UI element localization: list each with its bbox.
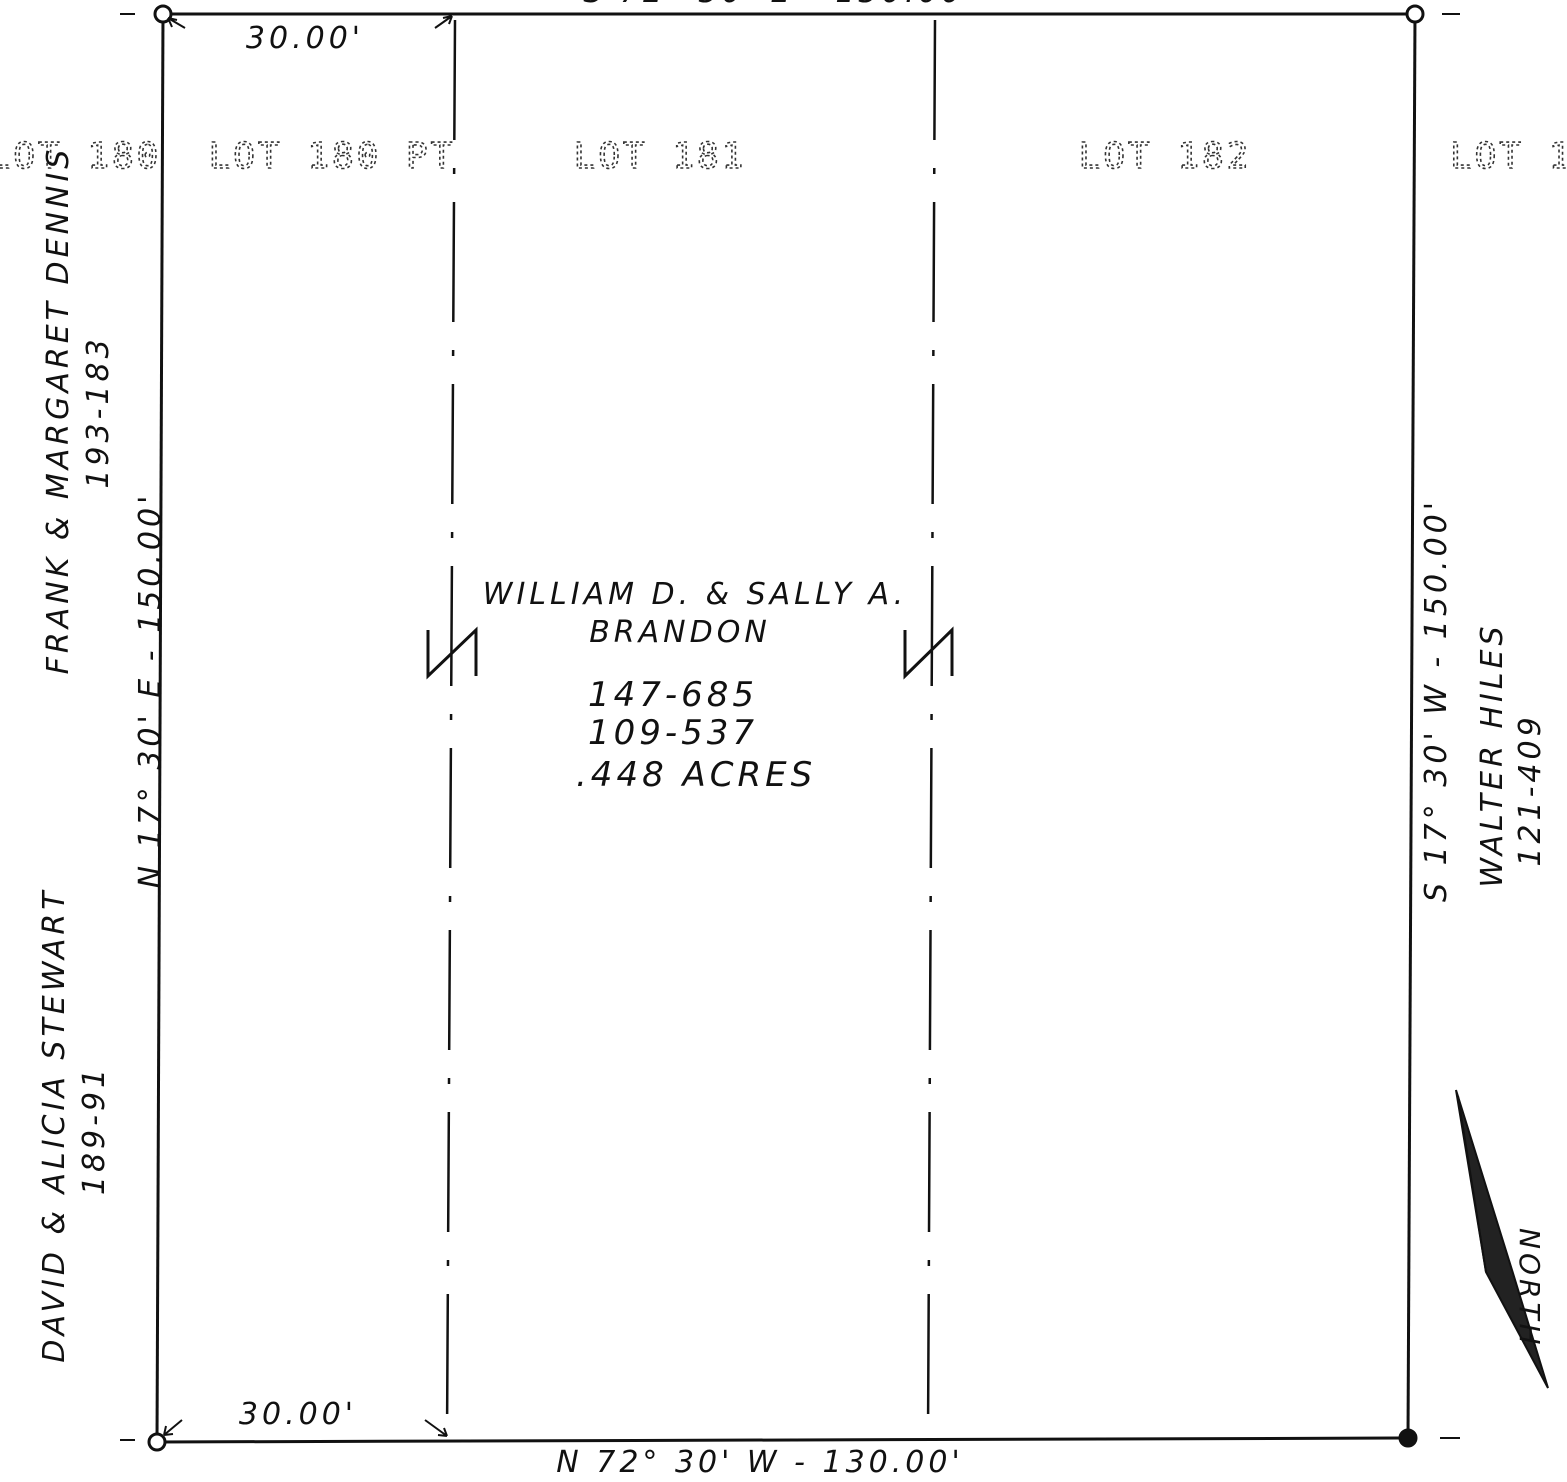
lot-line-180-181: [445, 19, 457, 1439]
adjoiner-sw-deed-ref: 189-91: [77, 1065, 112, 1195]
north-arrow-label: NORTH: [1513, 1228, 1546, 1349]
lot-label-183-partial: LOT 18: [1450, 136, 1567, 177]
break-symbol-left: [426, 626, 478, 680]
bottom-boundary-call: N 72° 30' W - 130.00': [556, 1445, 963, 1480]
owner-name-line1: WILLIAM D. & SALLY A.: [483, 577, 907, 612]
right-boundary-call: S 17° 30' W - 150.00': [1419, 498, 1454, 902]
west-boundary: [155, 13, 165, 1443]
left-boundary-call: N 17° 30' E - 150.00': [133, 492, 168, 889]
adjoiner-east-deed-ref: 121-409: [1513, 713, 1548, 866]
parcel-area: .448 ACRES: [576, 755, 816, 795]
north-arrow-icon: [1455, 1089, 1549, 1389]
east-boundary: [1406, 13, 1417, 1439]
lot-label-180-pt: LOT 180 PT: [209, 136, 456, 177]
bottom-offset-arrow-left: [163, 1419, 183, 1436]
corner-pin-se: [1398, 1428, 1418, 1448]
bottom-offset-distance: 30.00': [239, 1397, 357, 1432]
top-offset-distance: 30.00': [246, 21, 364, 56]
corner-pin-nw: [153, 4, 173, 24]
lot-label-180-adjacent: LOT 180: [0, 136, 161, 177]
top-offset-arrow-left: [167, 17, 186, 29]
lot-line-181-182: [926, 19, 937, 1439]
top-boundary-call: S 72° 30' E - 130.00': [583, 0, 976, 10]
deed-reference-2: 109-537: [588, 713, 758, 753]
lot-label-181: LOT 181: [574, 136, 747, 177]
adjoiner-nw-deed-ref: 193-183: [81, 335, 116, 488]
adjoiner-east-name: WALTER HILES: [1475, 622, 1510, 887]
owner-name-line2: BRANDON: [589, 615, 771, 650]
corner-pin-sw: [147, 1432, 167, 1452]
south-boundary: [156, 1436, 1409, 1444]
deed-reference-1: 147-685: [588, 675, 758, 715]
corner-pin-ne: [1405, 4, 1425, 24]
top-offset-arrow-right: [434, 15, 453, 29]
adjoiner-nw-name: FRANK & MARGARET DENNIS: [41, 146, 76, 675]
adjoiner-sw-name: DAVID & ALICIA STEWART: [37, 887, 72, 1362]
lot-label-182: LOT 182: [1079, 136, 1252, 177]
bottom-offset-arrow-right: [424, 1419, 448, 1437]
break-symbol-right: [903, 626, 954, 680]
